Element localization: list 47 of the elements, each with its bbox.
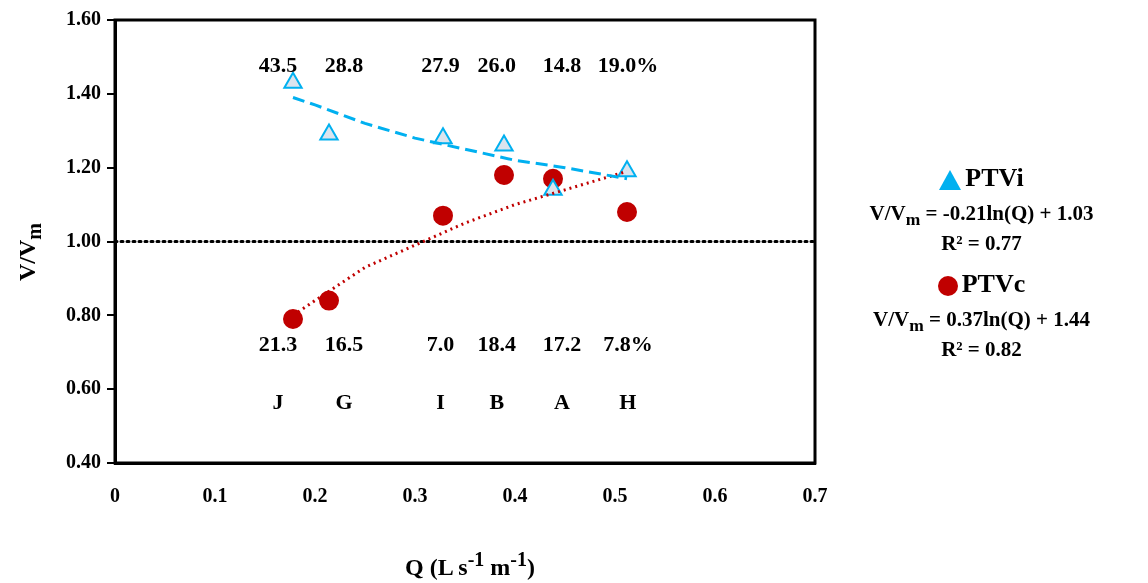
point [433,127,453,145]
x-tick-label: 0.6 [702,484,728,507]
point [617,160,637,178]
legend-label: PTVi [965,163,1024,192]
x-tick-label: 0.3 [402,484,428,507]
annotation: I [436,388,445,414]
annotation: 14.8 [542,51,582,77]
text: V/V$_{m}$ = -0.21ln(Q) + 1.03 R² = 0.77 [868,201,1095,256]
x-tick-label: 0.5 [602,484,628,507]
annotation: 19.0% [597,51,659,77]
annotation: 7.8% [603,330,653,356]
annotation: J [272,388,284,414]
point [494,134,514,152]
y-tick-label: 0.80 [66,302,101,325]
annotation: 18.4 [477,330,516,356]
y-tick-label: 0.40 [66,450,101,473]
x-tick-label: 0.2 [302,484,328,507]
legend-label: PTVc [961,269,1026,299]
point [283,309,303,330]
x-axis-title: Q (L s$^{-1}$ m$^{-1}$) [404,548,536,581]
annotation: 17.2 [542,330,582,356]
annotation: A [553,388,570,414]
annotation: 16.5 [324,330,364,356]
annotation: 28.8 [324,51,364,77]
x-tick-label: 0.4 [502,484,528,507]
point [319,290,339,311]
point [433,205,453,226]
annotation: 7.0 [426,330,455,356]
annotation: 26.0 [477,51,516,77]
x-tick-label: 0.1 [202,484,228,507]
annotation: H [619,388,637,414]
point [283,71,303,89]
point [617,201,637,222]
annotation: B [489,388,505,414]
annotation: 43.5 [258,51,298,77]
point [319,123,339,141]
annotation: 27.9 [421,51,460,77]
y-tick-label: 0.60 [66,376,101,399]
annotation: 21.3 [258,330,298,356]
y-tick-label: 1.40 [66,81,101,104]
y-tick-label: 1.00 [66,228,101,251]
annotation: G [335,388,353,414]
x-tick-label: 0.7 [802,484,828,507]
y-tick-label: 1.60 [66,7,101,30]
x-tick-label: 0 [110,484,120,507]
text: V/V$_{m}$ = 0.37ln(Q) + 1.44 R² = 0.82 [872,307,1091,362]
y-tick-label: 1.20 [66,154,101,177]
